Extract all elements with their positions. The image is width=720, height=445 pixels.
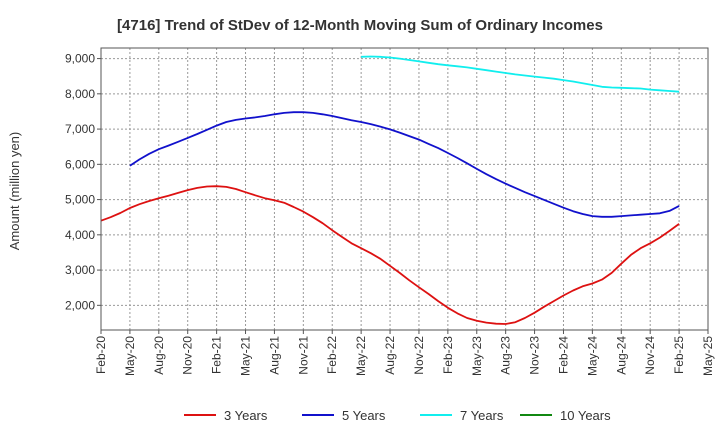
- legend-item: 10 Years: [520, 408, 611, 423]
- x-tick-label: Feb-20: [94, 336, 108, 374]
- legend-label: 10 Years: [560, 408, 611, 423]
- y-tick-label: 7,000: [65, 122, 95, 136]
- y-tick-label: 6,000: [65, 157, 95, 171]
- x-tick-label: Aug-21: [267, 336, 281, 375]
- series-line-3-years: [100, 185, 680, 325]
- y-tick-label: 4,000: [65, 228, 95, 242]
- x-tick-label: May-23: [470, 336, 484, 376]
- x-tick-label: Nov-20: [181, 336, 195, 375]
- x-tick-label: Feb-25: [672, 336, 686, 374]
- y-tick-label: 9,000: [65, 52, 95, 66]
- x-tick-label: Aug-23: [499, 336, 513, 375]
- x-tick-label: May-25: [701, 336, 715, 376]
- x-tick-label: Nov-22: [412, 336, 426, 375]
- x-tick-label: Aug-24: [614, 336, 628, 375]
- x-axis-ticks: Feb-20 May-20 Aug-20 Nov-20 Feb-21 May-21 Aug-…: [94, 330, 715, 376]
- y-axis-label: Amount (million yen): [7, 132, 22, 251]
- x-tick-label: Aug-20: [152, 336, 166, 375]
- x-tick-label: May-20: [123, 336, 137, 376]
- legend-label: 3 Years: [224, 408, 268, 423]
- legend: 3 Years 5 Years 7 Years 10 Years: [184, 408, 611, 423]
- series-lines: [100, 55, 680, 325]
- y-axis-ticks: 2,000 3,000 4,000 5,000 6,000 7,000 8,000 9,000: [65, 52, 101, 312]
- legend-label: 7 Years: [460, 408, 504, 423]
- legend-item: 3 Years: [184, 408, 268, 423]
- x-tick-label: Nov-21: [296, 336, 310, 375]
- x-tick-label: Nov-24: [643, 336, 657, 375]
- series-line-5-years: [129, 111, 680, 218]
- legend-item: 7 Years: [420, 408, 504, 423]
- plot-frame: [100, 47, 709, 331]
- chart-title: [4716] Trend of StDev of 12-Month Moving…: [117, 17, 603, 34]
- x-tick-label: Feb-21: [210, 336, 224, 374]
- y-tick-label: 3,000: [65, 263, 95, 277]
- x-tick-label: Feb-23: [441, 336, 455, 374]
- legend-item: 5 Years: [302, 408, 386, 423]
- x-tick-label: Nov-23: [528, 336, 542, 375]
- y-tick-label: 8,000: [65, 87, 95, 101]
- x-tick-label: May-21: [239, 336, 253, 376]
- x-tick-label: Feb-22: [325, 336, 339, 374]
- legend-label: 5 Years: [342, 408, 386, 423]
- y-tick-label: 2,000: [65, 298, 95, 312]
- x-tick-label: May-22: [354, 336, 368, 376]
- x-tick-label: Aug-22: [383, 336, 397, 375]
- y-tick-label: 5,000: [65, 193, 95, 207]
- series-line-7-years: [361, 55, 680, 93]
- x-tick-label: May-24: [585, 336, 599, 376]
- x-tick-label: Feb-24: [556, 336, 570, 374]
